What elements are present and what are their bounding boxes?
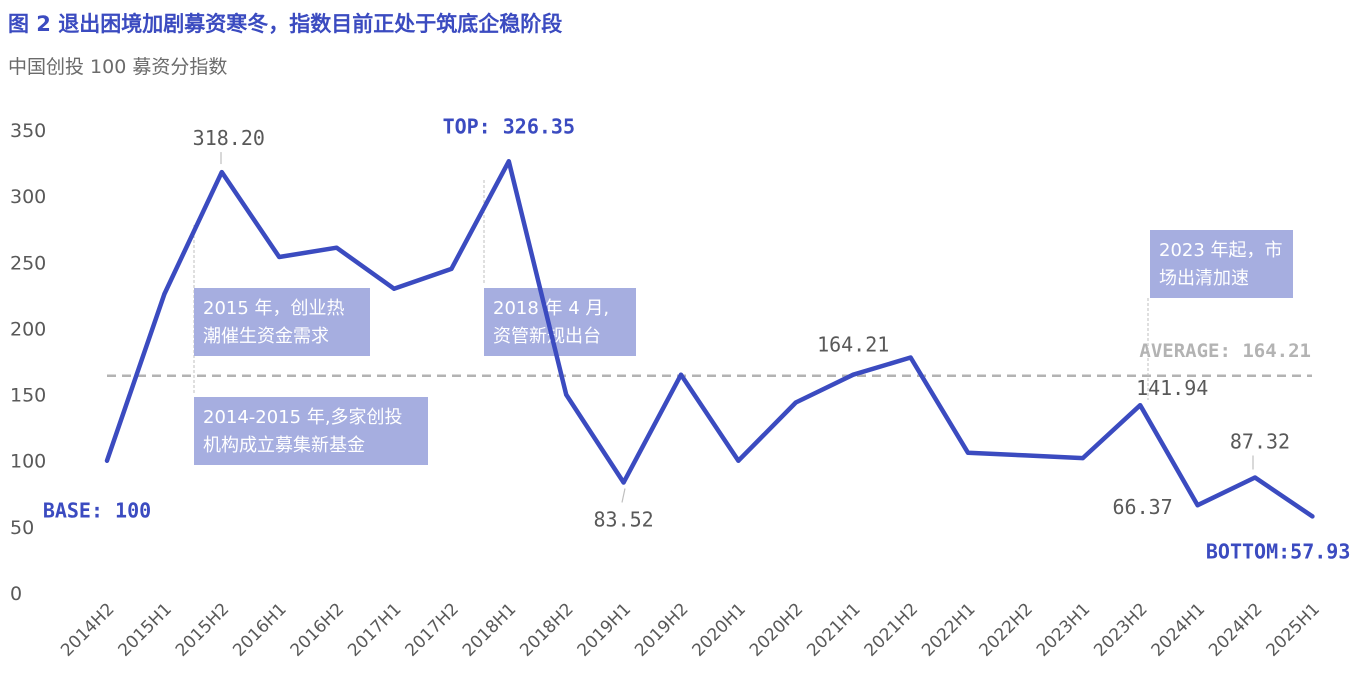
data-point bbox=[1138, 403, 1143, 408]
x-tick-label: 2018H2 bbox=[516, 599, 577, 660]
y-axis-ticks: 0 50 100 150 200 250 300 350 bbox=[10, 120, 46, 605]
annotation-box bbox=[194, 397, 428, 465]
series-group bbox=[104, 159, 1315, 519]
x-tick-label: 2022H1 bbox=[918, 599, 979, 660]
average-group: AVERAGE: 164.21 bbox=[107, 340, 1312, 378]
data-point bbox=[908, 355, 913, 360]
chart-subtitle: 中国创投 100 募资分指数 bbox=[8, 56, 228, 78]
data-point bbox=[966, 450, 970, 455]
x-tick-label: 2025H1 bbox=[1263, 599, 1324, 660]
annotation-text: 潮催生资金需求 bbox=[203, 326, 329, 347]
data-label: 83.52 bbox=[593, 508, 653, 532]
annotation-box bbox=[484, 288, 636, 356]
data-point bbox=[851, 372, 856, 377]
data-point bbox=[277, 254, 282, 259]
data-point bbox=[736, 458, 741, 463]
chart-title: 图 2 退出困境加剧募资寒冬，指数目前正处于筑底企稳阶段 bbox=[8, 12, 563, 36]
x-tick-label: 2024H2 bbox=[1205, 599, 1266, 660]
x-tick-label: 2021H2 bbox=[861, 599, 922, 660]
annotation-text: 2014-2015 年,多家创投 bbox=[203, 407, 403, 428]
data-point bbox=[1080, 456, 1085, 461]
y-tick-label: 100 bbox=[10, 451, 46, 473]
data-point bbox=[564, 392, 569, 397]
data-point bbox=[506, 159, 511, 164]
data-label: 87.32 bbox=[1230, 429, 1290, 453]
label-leader bbox=[621, 488, 626, 503]
x-tick-label: 2016H2 bbox=[287, 599, 348, 660]
x-tick-label: 2016H1 bbox=[229, 599, 290, 660]
y-tick-label: 300 bbox=[10, 186, 46, 208]
data-labels: 318.20 83.52 164.21 141.94 66.37 87.32 BASE: 1… bbox=[43, 114, 1351, 563]
highlight-label: TOP: 326.35 bbox=[443, 114, 575, 138]
data-point bbox=[621, 480, 626, 485]
data-point bbox=[1310, 514, 1315, 519]
x-tick-label: 2017H1 bbox=[344, 599, 405, 660]
annotation-box bbox=[1150, 230, 1293, 298]
annotation-text: 场出清加速 bbox=[1159, 268, 1249, 289]
data-point bbox=[392, 286, 396, 291]
highlight-label: BOTTOM:57.93 bbox=[1206, 539, 1351, 563]
y-tick-label: 0 bbox=[10, 583, 22, 605]
y-tick-label: 150 bbox=[10, 385, 46, 407]
y-tick-label: 250 bbox=[10, 252, 46, 274]
x-tick-label: 2014H2 bbox=[57, 599, 118, 660]
x-tick-label: 2020H2 bbox=[746, 599, 807, 660]
y-tick-label: 350 bbox=[10, 120, 46, 142]
average-label: AVERAGE: 164.21 bbox=[1139, 340, 1311, 362]
data-label: 164.21 bbox=[817, 333, 889, 357]
data-point bbox=[219, 170, 224, 175]
data-point bbox=[793, 400, 798, 405]
annotation-text: 资管新规出台 bbox=[493, 326, 601, 347]
x-tick-label: 2019H1 bbox=[574, 599, 635, 660]
data-label: 318.20 bbox=[193, 126, 265, 150]
x-tick-label: 2023H2 bbox=[1090, 599, 1151, 660]
x-tick-label: 2024H1 bbox=[1148, 599, 1209, 660]
data-point bbox=[162, 292, 167, 297]
annotation-text: 2015 年，创业热 bbox=[203, 298, 345, 319]
annotation-text: 机构成立募集新基金 bbox=[203, 435, 365, 456]
x-tick-label: 2018H1 bbox=[459, 599, 520, 660]
data-point bbox=[449, 266, 454, 271]
data-point bbox=[1253, 475, 1257, 480]
data-point bbox=[1195, 503, 1200, 508]
x-tick-label: 2015H1 bbox=[115, 599, 176, 660]
data-label: 66.37 bbox=[1112, 495, 1172, 519]
x-tick-label: 2015H2 bbox=[172, 599, 233, 660]
x-tick-label: 2019H2 bbox=[631, 599, 692, 660]
data-point bbox=[679, 372, 683, 377]
x-tick-label: 2023H1 bbox=[1033, 599, 1094, 660]
series-line bbox=[104, 159, 1315, 519]
y-tick-label: 50 bbox=[10, 517, 34, 539]
annotation-box bbox=[194, 288, 370, 356]
x-tick-label: 2020H1 bbox=[689, 599, 750, 660]
y-tick-label: 200 bbox=[10, 318, 46, 340]
data-point bbox=[105, 458, 109, 463]
data-label: 141.94 bbox=[1136, 376, 1208, 400]
data-point bbox=[1023, 453, 1028, 458]
x-tick-label: 2021H1 bbox=[803, 599, 864, 660]
highlight-label: BASE: 100 bbox=[43, 499, 151, 523]
x-tick-label: 2022H2 bbox=[976, 599, 1037, 660]
x-tick-label: 2017H2 bbox=[402, 599, 463, 660]
x-axis-ticks: 2014H22015H12015H22016H12016H22017H12017… bbox=[57, 599, 1324, 660]
annotation-text: 2018 年 4 月, bbox=[493, 298, 609, 319]
annotation-text: 2023 年起，市 bbox=[1159, 240, 1283, 261]
data-point bbox=[334, 245, 339, 250]
